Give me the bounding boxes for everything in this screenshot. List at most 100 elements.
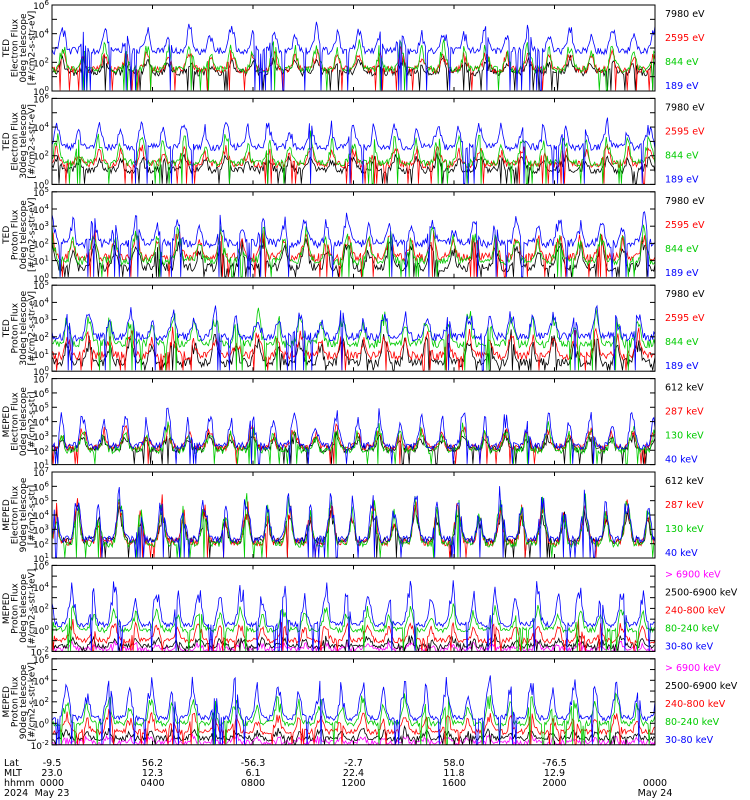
legend-entry: > 6900 keV <box>665 569 721 580</box>
y-tick-label: 104 <box>33 296 49 309</box>
y-tick-label: 106 <box>33 0 49 12</box>
series-line-240-800-kev <box>51 708 656 745</box>
y-tick-label: 101 <box>33 459 49 472</box>
y-tick-label: 102 <box>33 696 49 709</box>
legend-entry: 7980 eV <box>665 289 705 300</box>
legend-entry: 189 eV <box>665 81 699 92</box>
legend-entry: 844 eV <box>665 244 699 255</box>
legend-entry: 612 keV <box>665 476 704 487</box>
legend-entry: 189 eV <box>665 361 699 372</box>
legend-entry: 130 keV <box>665 524 704 535</box>
date-label: May 23 <box>35 788 70 799</box>
series-line-30-80-kev <box>51 580 656 652</box>
legend-entry: 189 eV <box>665 268 699 279</box>
legend-entry: 844 eV <box>665 57 699 68</box>
legend-entry: 7980 eV <box>665 9 705 20</box>
series-line-130-kev <box>51 421 656 465</box>
y-tick-label: 100 <box>33 85 49 98</box>
y-tick-label: 104 <box>33 509 49 522</box>
y-tick-label: 102 <box>33 538 49 551</box>
y-tick-label: 105 <box>33 401 49 414</box>
y-tick-label: 103 <box>33 314 49 327</box>
legend-entry: 40 keV <box>665 455 698 466</box>
mlt-label: 12.9 <box>544 768 565 779</box>
legend-entry: 130 keV <box>665 431 704 442</box>
legend-entry: 40 keV <box>665 548 698 559</box>
y-tick-label: 101 <box>33 348 49 361</box>
legend-entry: 80-240 keV <box>665 717 720 728</box>
y-tick-label: 104 <box>33 121 49 134</box>
series-line-7980-ev <box>51 233 656 278</box>
series-line-2595-ev <box>51 229 656 278</box>
y-tick-label: 103 <box>33 523 49 536</box>
series-line-844-ev <box>51 224 656 278</box>
y-axis-label: MEPEDElectron Flux90deg telescope[#/cm2-… <box>2 477 38 552</box>
legend-entry: 7980 eV <box>665 196 705 207</box>
y-tick-label: 103 <box>33 430 49 443</box>
mlt-label: 12.3 <box>142 768 163 779</box>
y-tick-label: 106 <box>33 653 49 666</box>
legend-entry: 287 keV <box>665 500 704 511</box>
legend-entry: 2595 eV <box>665 313 705 324</box>
time-axis-row-label: Lat <box>4 758 19 769</box>
legend-entry: 2595 eV <box>665 126 705 137</box>
mlt-label: 23.0 <box>41 768 62 779</box>
series-line-844-ev <box>51 130 656 185</box>
y-tick-label: 106 <box>33 387 49 400</box>
hhmm-label: 0400 <box>140 778 164 789</box>
hhmm-label: 2000 <box>542 778 566 789</box>
series-line-30-80-kev <box>51 675 656 745</box>
y-tick-label: 105 <box>33 279 49 292</box>
legend-entry: 7980 eV <box>665 102 705 113</box>
legend-entry: > 6900 keV <box>665 663 721 674</box>
y-tick-label: 102 <box>33 237 49 250</box>
hhmm-label: 0800 <box>241 778 265 789</box>
y-tick-label: 104 <box>33 674 49 687</box>
y-axis-label: MEPEDProton Flux0deg telescope[#/cm2-s-s… <box>2 569 38 648</box>
panel-frame <box>51 658 656 746</box>
series-line-2595-ev <box>51 326 656 371</box>
y-tick-label: 106 <box>33 480 49 493</box>
legend-entry: 80-240 keV <box>665 623 720 634</box>
lat-label: -76.5 <box>542 758 567 769</box>
y-tick-label: 100 <box>33 624 49 637</box>
y-tick-label: 104 <box>33 416 49 429</box>
y-axis-label: TEDProton Flux30deg telescope[#/cm2-s-st… <box>2 290 38 365</box>
lat-label: -2.7 <box>344 758 363 769</box>
y-tick-label: 104 <box>33 581 49 594</box>
legend-entry: 30-80 keV <box>665 641 714 652</box>
y-tick-label: 100 <box>33 178 49 191</box>
y-tick-label: 10-2 <box>31 739 49 752</box>
y-tick-label: 105 <box>33 186 49 199</box>
lat-label: -9.5 <box>43 758 62 769</box>
legend-entry: 844 eV <box>665 337 699 348</box>
series-line-2500-6900-kev <box>51 633 656 653</box>
y-tick-label: 102 <box>33 150 49 163</box>
y-axis-label: MEPEDElectron Flux0deg telescope[#/cm2-s… <box>2 387 38 457</box>
y-tick-label: 101 <box>33 552 49 565</box>
lat-label: 58.0 <box>443 758 464 769</box>
series-line-130-kev <box>51 493 656 558</box>
series-line-7980-ev <box>51 151 656 185</box>
y-axis-label: TEDElectron Flux30deg telescope[#/cm2-s-… <box>2 104 38 179</box>
y-tick-label: 107 <box>33 373 49 386</box>
y-tick-label: 102 <box>33 56 49 69</box>
legend-entry: 30-80 keV <box>665 735 714 746</box>
legend-entry: 287 keV <box>665 407 704 418</box>
y-axis-label: TEDElectron Flux0deg telescope[#/cm2-s-s… <box>2 11 38 86</box>
legend-entry: 2595 eV <box>665 220 705 231</box>
series-line-40-kev <box>51 407 656 465</box>
series-line-2595-ev <box>51 143 656 185</box>
y-tick-label: 106 <box>33 92 49 105</box>
lat-label: -56.3 <box>241 758 266 769</box>
series-line-189-ev <box>51 304 656 371</box>
legend-entry: 240-800 keV <box>665 699 726 710</box>
series-line-2500-6900-kev <box>51 725 656 745</box>
series-line-189-ev <box>51 21 656 91</box>
